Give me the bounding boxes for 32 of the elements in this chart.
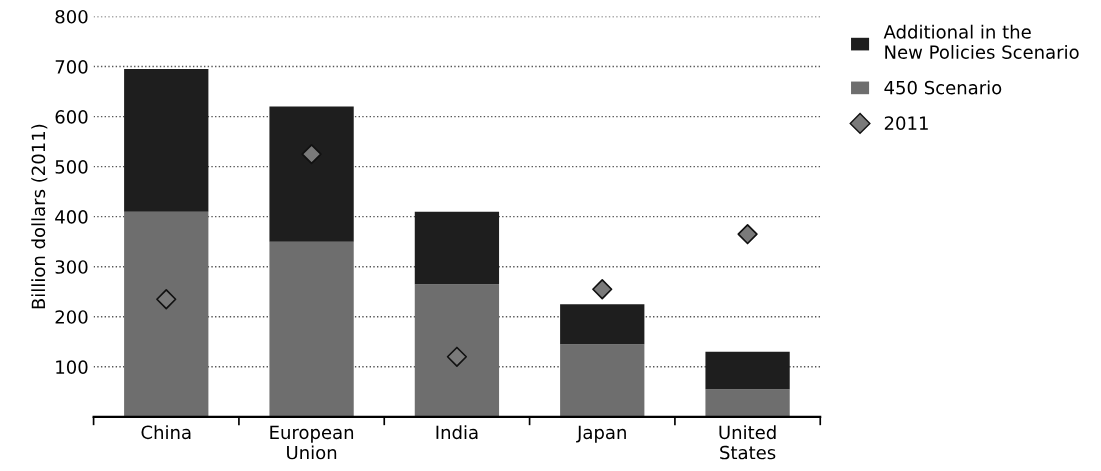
point (592, 279, 613, 300)
y-tick-label: 200 (55, 310, 88, 324)
bar (414, 284, 500, 417)
bar (414, 211, 500, 285)
y-tick-label: 600 (55, 110, 88, 124)
y-tick-label: 100 (56, 360, 88, 374)
bar (269, 241, 354, 417)
bar (705, 351, 790, 390)
point (156, 289, 177, 310)
point (446, 346, 468, 367)
bar (124, 69, 209, 212)
legend-label: Additional in the New Policies Scenario (883, 24, 1079, 59)
y-tick-label: 700 (55, 59, 88, 74)
bar (560, 304, 645, 345)
x-tick-label: China (141, 425, 191, 440)
y-tick-label: 300 (55, 260, 88, 274)
bar (705, 389, 790, 417)
x-tick-label: Japan (576, 425, 626, 443)
y-tick-label: 500 (55, 160, 88, 174)
y-axis-title: Billion dollars (2011) (31, 124, 48, 309)
x-tick-label: India (436, 425, 478, 440)
y-tick-label: 800 (55, 9, 88, 24)
y-tick-label: 400 (55, 210, 88, 224)
bar (560, 344, 645, 417)
legend-label: 2011 (884, 116, 928, 130)
x-tick-label: European Union (270, 425, 354, 460)
point (737, 224, 758, 245)
legend-label: 450 Scenario (884, 80, 1002, 95)
point (301, 143, 322, 165)
bar (269, 106, 354, 242)
bar (124, 211, 209, 417)
x-tick-label: United States (719, 425, 776, 460)
